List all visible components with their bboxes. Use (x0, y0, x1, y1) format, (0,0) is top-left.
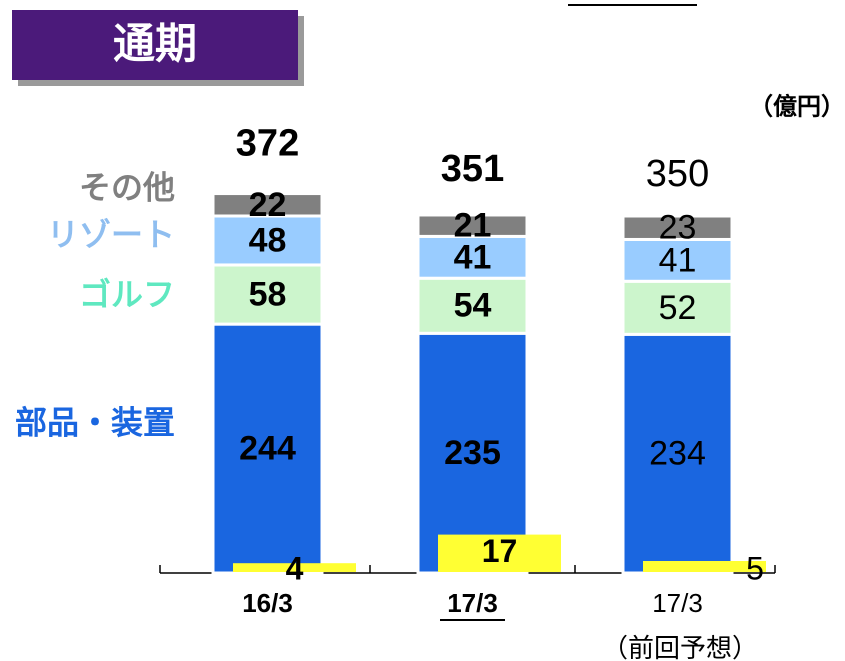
title-box (12, 10, 298, 80)
legend-label: リゾート (47, 216, 175, 252)
bar-segment (211, 192, 324, 218)
category-note: （前回予想） (602, 633, 758, 661)
total-label: 350 (646, 153, 709, 195)
value-label: 52 (659, 289, 697, 327)
unit-label: （億円） (749, 92, 845, 120)
value-label: 244 (239, 430, 296, 468)
value-label: 23 (659, 209, 697, 247)
legend-label: ゴルフ (79, 276, 175, 312)
value-label: 41 (659, 241, 697, 279)
overlay-label: 5 (746, 550, 764, 586)
overlay-bar (438, 534, 561, 572)
value-label: 235 (444, 434, 501, 472)
legend-label: 部品・装置 (15, 404, 175, 440)
x-tick-label: 17/3 (447, 588, 498, 618)
bar-segment (211, 322, 324, 575)
overlay-bar (643, 561, 766, 572)
chart-title: 通期 (113, 20, 197, 67)
overlay-bar (233, 563, 356, 572)
bar-segment (416, 213, 529, 238)
value-label: 234 (649, 435, 706, 473)
value-label: 54 (454, 287, 492, 325)
bar-segment (621, 214, 734, 241)
value-label: 22 (249, 186, 287, 224)
bar-segment (416, 331, 529, 575)
bar-segment (621, 332, 734, 575)
overlay-label: 4 (286, 550, 304, 586)
value-label: 21 (454, 207, 492, 245)
legend-label: その他 (79, 169, 175, 205)
total-label: 372 (236, 123, 299, 165)
x-tick-label: 16/3 (242, 588, 293, 618)
value-label: 41 (454, 238, 492, 276)
value-label: 48 (249, 221, 287, 259)
overlay-label: 17 (482, 533, 518, 569)
value-label: 58 (249, 276, 287, 314)
total-label: 351 (441, 148, 504, 190)
x-tick-label: 17/3 (652, 588, 703, 618)
